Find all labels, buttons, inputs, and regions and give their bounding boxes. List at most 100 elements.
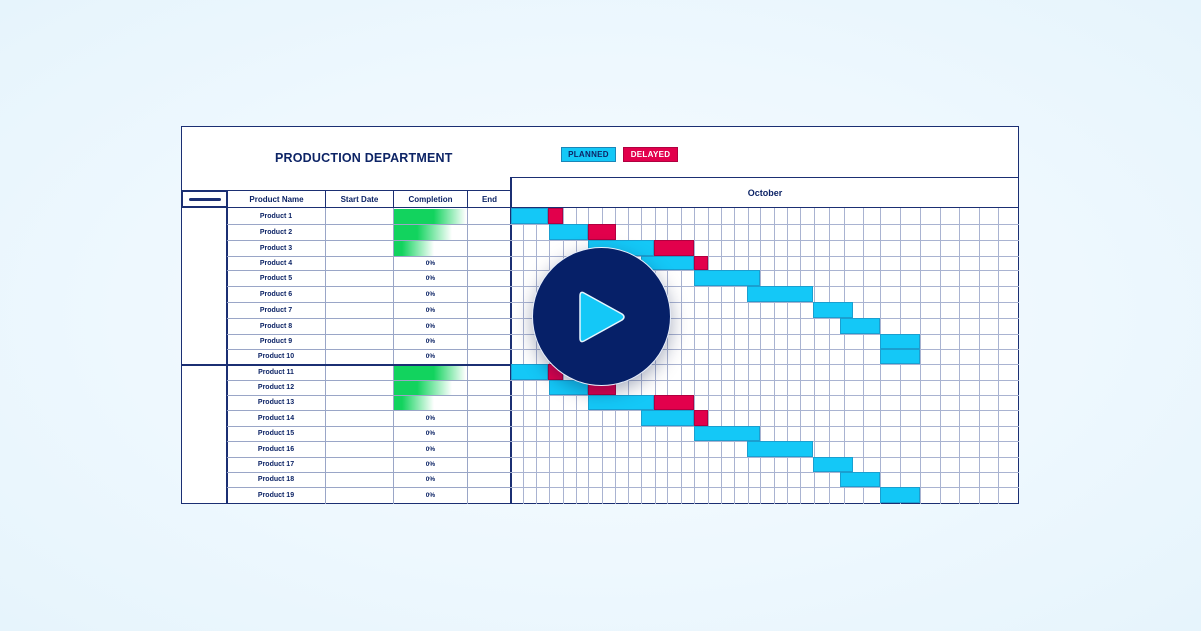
gantt-bar-planned[interactable]: [840, 318, 880, 334]
completion-bar: [394, 241, 434, 256]
end-cell: [468, 334, 510, 349]
completion-bar: [394, 225, 452, 240]
start-date-cell: [326, 487, 393, 503]
grid-column-line: [829, 208, 830, 504]
gantt-bar-planned[interactable]: [880, 349, 920, 364]
product-name-cell: Product 4: [259, 259, 293, 267]
row-divider: [227, 349, 511, 350]
end-cell: [468, 457, 510, 472]
completion-cell: 0%: [425, 322, 436, 330]
end-cell: [468, 270, 510, 286]
product-name-cell: Product 10: [257, 353, 295, 360]
row-divider: [227, 380, 511, 381]
grid-row-line: [511, 457, 1019, 458]
product-name-cell: Product 9: [259, 338, 293, 345]
gantt-bar-planned[interactable]: [694, 426, 760, 441]
row-divider: [227, 457, 511, 458]
row-divider: [227, 256, 511, 257]
group-divider: [181, 364, 511, 366]
end-cell: [468, 441, 510, 457]
gantt-bar-planned[interactable]: [549, 380, 588, 395]
gantt-bar-delayed[interactable]: [694, 256, 708, 270]
row-divider: [227, 224, 511, 225]
start-date-cell: [326, 441, 393, 457]
end-cell: [468, 240, 510, 256]
gantt-bar-planned[interactable]: [747, 286, 813, 302]
gantt-bar-planned[interactable]: [880, 334, 920, 349]
grid-column-line: [863, 208, 864, 504]
grid-column-line: [536, 208, 537, 504]
grid-column-line: [523, 208, 524, 504]
product-name-cell: Product 15: [257, 430, 295, 437]
end-cell: [468, 364, 510, 380]
gantt-bar-planned[interactable]: [511, 364, 548, 380]
product-name-cell: Product 6: [259, 290, 293, 298]
product-name-cell: Product 16: [257, 445, 295, 453]
completion-cell: 0%: [425, 306, 436, 314]
row-divider: [227, 426, 511, 427]
grid-column-line: [787, 208, 788, 504]
gantt-bar-delayed[interactable]: [588, 224, 616, 240]
grid-column-line: [721, 208, 722, 504]
gantt-bar-delayed[interactable]: [548, 208, 563, 224]
product-name-cell: Product 19: [257, 491, 295, 499]
end-cell: [468, 487, 510, 503]
completion-cell: [394, 224, 467, 240]
end-cell: [468, 349, 510, 364]
product-name-cell: Product 3: [259, 244, 293, 252]
start-date-cell: [326, 270, 393, 286]
gantt-bar-planned[interactable]: [840, 472, 880, 487]
grid-row-line: [511, 224, 1019, 225]
row-divider: [227, 334, 511, 335]
product-name-cell: Product 17: [257, 461, 295, 468]
start-date-cell: [326, 334, 393, 349]
dash-icon: [188, 197, 221, 201]
start-date-cell: [326, 318, 393, 334]
divider: [325, 208, 326, 504]
end-cell: [468, 395, 510, 410]
completion-cell: 0%: [425, 338, 436, 345]
gantt-bar-delayed[interactable]: [654, 240, 694, 256]
grid-column-line: [920, 208, 921, 504]
gantt-bar-planned[interactable]: [511, 208, 548, 224]
end-cell: [468, 286, 510, 302]
grid-row-line: [511, 349, 1019, 350]
grid-row-line: [511, 380, 1019, 381]
grid-column-line: [814, 208, 815, 504]
end-cell: [468, 256, 510, 270]
grid-row-line: [511, 395, 1019, 396]
completion-cell: 0%: [425, 476, 436, 483]
group-column-header: [181, 190, 228, 208]
gantt-bar-planned[interactable]: [880, 487, 920, 503]
product-name-cell: Product 11: [258, 368, 294, 376]
completion-bar: [394, 380, 452, 395]
column-header-end: End: [467, 190, 512, 208]
grid-row-line: [511, 302, 1019, 303]
grid-row-line: [511, 487, 1019, 488]
end-cell: [468, 302, 510, 318]
start-date-cell: [326, 364, 393, 380]
gantt-bar-planned[interactable]: [747, 441, 813, 457]
gantt-bar-delayed[interactable]: [654, 395, 694, 410]
gantt-bar-planned[interactable]: [641, 410, 694, 426]
gantt-bar-planned[interactable]: [588, 395, 654, 410]
group-block-2: [181, 364, 228, 504]
play-button[interactable]: [532, 247, 671, 386]
gantt-bar-planned[interactable]: [694, 270, 760, 286]
completion-bar: [394, 209, 466, 224]
gantt-bar-planned[interactable]: [813, 457, 853, 472]
completion-cell: 0%: [425, 274, 436, 282]
grid-row-line: [511, 426, 1019, 427]
row-divider: [227, 441, 511, 442]
gantt-bar-planned[interactable]: [549, 224, 588, 240]
grid-column-line: [694, 208, 695, 504]
end-cell: [468, 472, 510, 487]
legend-planned: PLANNED: [561, 147, 616, 162]
divider: [467, 208, 468, 504]
completion-cell: [394, 380, 467, 395]
gantt-bar-planned[interactable]: [813, 302, 853, 318]
end-cell: [468, 318, 510, 334]
gantt-bar-delayed[interactable]: [694, 410, 708, 426]
completion-cell: [394, 208, 467, 224]
grid-row-line: [511, 472, 1019, 473]
